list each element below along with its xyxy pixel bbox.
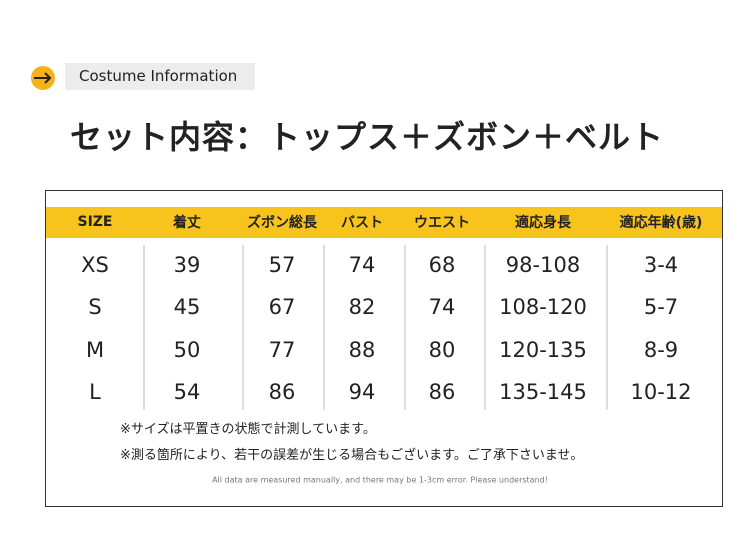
table-cell: 88 [348, 338, 376, 362]
table-cell: 8-9 [643, 338, 679, 362]
table-cell: 54 [173, 380, 201, 404]
table-cell: 39 [173, 253, 201, 277]
table-cell: 86 [428, 380, 456, 404]
column-header: バスト [341, 215, 383, 231]
column-header: ウエスト [414, 215, 470, 231]
table-cell: 5-7 [643, 295, 679, 319]
column-header: ズボン総長 [247, 215, 317, 231]
table-cell: 50 [173, 338, 201, 362]
table-frame [45, 190, 723, 507]
table-cell: 74 [428, 295, 456, 319]
arrow-icon [31, 66, 55, 90]
table-cell: 98-108 [505, 253, 581, 277]
table-cell: 10-12 [630, 380, 692, 404]
note: ※測る箇所により、若干の誤差が生じる場合もございます。ご了承下さいませ。 [120, 448, 584, 463]
section-label: Costume Information [65, 63, 255, 90]
column-header: SIZE [77, 214, 113, 230]
column-separator [323, 245, 325, 410]
column-header: 適応身長 [515, 215, 571, 231]
header-row [46, 207, 722, 238]
table-cell: 3-4 [643, 253, 679, 277]
table-cell: 80 [428, 338, 456, 362]
table-cell: 82 [348, 295, 376, 319]
footnote: All data are measured manually, and ther… [212, 475, 548, 485]
table-cell: 74 [348, 253, 376, 277]
table-cell: L [89, 380, 101, 404]
column-separator [404, 245, 406, 410]
table-cell: XS [81, 253, 109, 277]
table-cell: S [88, 295, 102, 319]
table-cell: 45 [173, 295, 201, 319]
table-cell: 108-120 [499, 295, 587, 319]
table-cell: 120-135 [499, 338, 587, 362]
table-cell: 68 [428, 253, 456, 277]
column-separator [606, 245, 608, 410]
table-cell: 67 [268, 295, 296, 319]
title: セット内容：トップス＋ズボン＋ベルト [70, 118, 665, 156]
note: ※サイズは平置きの状態で計測しています。 [120, 422, 376, 437]
column-header: 着丈 [173, 215, 201, 231]
column-separator [242, 245, 244, 410]
table-cell: 57 [268, 253, 296, 277]
table-cell: 135-145 [499, 380, 587, 404]
table-cell: 77 [268, 338, 296, 362]
table-cell: 94 [348, 380, 376, 404]
column-separator [143, 245, 145, 410]
column-header: 適応年齢(歳) [619, 215, 703, 231]
column-separator [484, 245, 486, 410]
table-cell: 86 [268, 380, 296, 404]
table-cell: M [85, 338, 105, 362]
